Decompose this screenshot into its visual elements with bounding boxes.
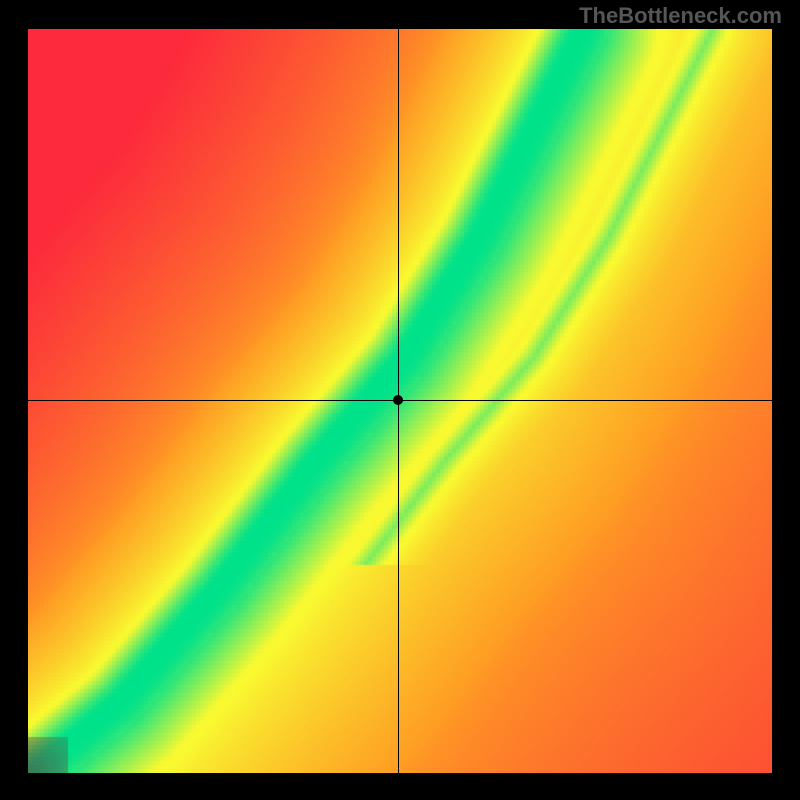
chart-frame: TheBottleneck.com	[0, 0, 800, 800]
marker-dot	[393, 395, 403, 405]
border-right	[772, 0, 800, 800]
border-left	[0, 0, 28, 800]
border-bottom	[0, 773, 800, 800]
watermark-text: TheBottleneck.com	[579, 3, 782, 29]
